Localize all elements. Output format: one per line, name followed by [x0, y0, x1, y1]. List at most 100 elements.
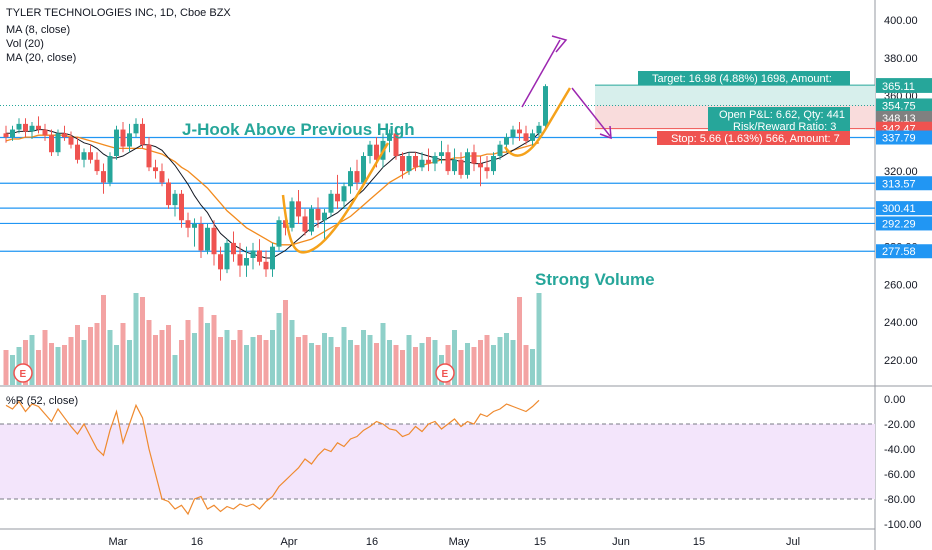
- earnings-marker[interactable]: E: [13, 363, 33, 383]
- candle-body: [406, 156, 412, 172]
- price-label-box: [876, 201, 932, 216]
- chart-title: TYLER TECHNOLOGIES INC, 1D, Cboe BZX: [6, 7, 231, 19]
- volume-bar: [198, 307, 204, 385]
- candle-body: [23, 123, 28, 132]
- volume-bar: [517, 297, 522, 385]
- osc-tick-label: -20.00: [884, 419, 915, 431]
- price-tick-label: 240.00: [884, 317, 918, 329]
- candle-body: [374, 144, 379, 160]
- candle-body: [510, 129, 516, 138]
- open-pnl-text: Open P&L: 6.62, Qty: 441: [719, 109, 845, 121]
- volume-bar: [387, 340, 392, 385]
- time-tick-label: Jul: [786, 536, 800, 548]
- williams-r-pane: [0, 399, 875, 516]
- volume-bar: [380, 323, 386, 385]
- osc-tick-label: -100.00: [884, 519, 921, 531]
- volume-bar: [426, 337, 431, 385]
- target-label[interactable]: Target: 16.98 (4.88%) 1698, Amount:: [638, 71, 850, 85]
- candle-body: [322, 212, 327, 221]
- candle-body: [263, 261, 269, 270]
- candle-body: [491, 156, 496, 172]
- candle-body: [107, 156, 113, 183]
- volume-bar: [374, 343, 379, 385]
- volume-bar: [42, 330, 48, 385]
- price-label-text: 292.29: [882, 218, 916, 230]
- volume-bar: [504, 333, 509, 385]
- volume-bar: [29, 335, 35, 385]
- candle-body: [49, 135, 54, 153]
- open-pnl-label[interactable]: Open P&L: 6.62, Qty: 441 Risk/Reward Rat…: [708, 107, 850, 133]
- volume-bar: [224, 330, 230, 385]
- stop-label[interactable]: Stop: 5.66 (1.63%) 566, Amount: 7: [657, 131, 850, 145]
- projection-arrow-up: [521, 39, 561, 108]
- projection-arrow-down: [571, 87, 611, 137]
- candle-body: [432, 156, 438, 164]
- volume-bar: [166, 325, 171, 385]
- time-tick-label: 15: [693, 536, 705, 548]
- time-tick-label: May: [449, 536, 470, 548]
- volume-bar: [127, 340, 132, 385]
- candle-body: [484, 167, 490, 172]
- price-label-box: [876, 78, 932, 93]
- price-label-text: 337.79: [882, 133, 916, 145]
- volume-bar: [120, 323, 126, 385]
- candle-body: [296, 201, 301, 217]
- candle-body: [211, 227, 217, 255]
- legend-vol: Vol (20): [6, 38, 44, 50]
- volume-bar: [491, 345, 496, 385]
- volume-bar: [536, 293, 542, 385]
- candle-body: [120, 129, 126, 147]
- candle-body: [159, 171, 165, 183]
- volume-bar: [400, 350, 405, 385]
- candle-body: [283, 220, 288, 228]
- volume-bar: [393, 345, 399, 385]
- volume-bar: [172, 355, 178, 385]
- earnings-marker[interactable]: E: [435, 363, 455, 383]
- volume-bar: [276, 313, 282, 385]
- volume-bar: [55, 347, 61, 385]
- volume-bar: [361, 330, 366, 385]
- volume-bar: [244, 345, 249, 385]
- volume-bar: [101, 295, 106, 385]
- candle-body: [10, 129, 15, 138]
- price-tick-label: 260.00: [884, 279, 918, 291]
- volume-bar: [192, 333, 197, 385]
- volume-bar: [133, 293, 139, 385]
- candle-body: [341, 186, 347, 202]
- volume-bar: [263, 340, 269, 385]
- risk-reward-text: Risk/Reward Ratio: 3: [733, 121, 836, 133]
- jhook-annotation: J-Hook Above Previous High: [182, 120, 415, 139]
- volume-bar: [322, 333, 327, 385]
- time-tick-label: 15: [534, 536, 546, 548]
- candle-body: [439, 152, 444, 156]
- candle-body: [114, 129, 119, 156]
- volume-bar: [465, 343, 470, 385]
- volume-bar: [471, 347, 477, 385]
- candle-body: [497, 144, 503, 156]
- candle-body: [224, 242, 230, 270]
- candle-body: [393, 133, 399, 156]
- candle-body: [523, 133, 529, 141]
- candle-body: [172, 193, 178, 206]
- price-axis[interactable]: 220.00240.00260.00280.00300.00320.00340.…: [876, 15, 932, 531]
- volume-bar: [23, 340, 28, 385]
- candle-body: [289, 201, 295, 228]
- ma8-line: [6, 129, 540, 259]
- candle-body: [29, 125, 35, 132]
- drawings[interactable]: [281, 35, 612, 254]
- time-axis[interactable]: Mar 16 Apr 16 May 15 Jun 15 Jul: [109, 536, 801, 548]
- volume-bar: [497, 337, 503, 385]
- price-tick-label: 220.00: [884, 355, 918, 367]
- horizontal-levels[interactable]: [0, 136, 875, 252]
- volume-bar: [49, 343, 54, 385]
- williams-r-line: [5, 399, 540, 516]
- price-label-box: [876, 98, 932, 113]
- candle-body: [445, 152, 451, 172]
- candle-body: [133, 123, 139, 134]
- candle-body: [361, 156, 366, 183]
- earnings-marker-label: E: [20, 369, 27, 380]
- candle-body: [400, 156, 405, 172]
- candle-body: [42, 129, 48, 136]
- candle-body: [68, 137, 74, 145]
